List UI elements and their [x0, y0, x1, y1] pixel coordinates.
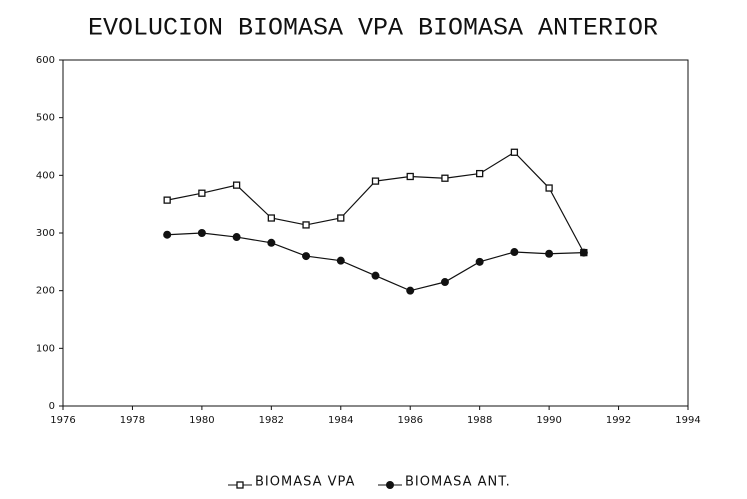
x-tick-label: 1994 [675, 415, 700, 426]
data-point [406, 286, 415, 295]
data-point [337, 214, 345, 222]
data-point [476, 169, 484, 178]
x-tick-label: 1982 [259, 415, 284, 426]
data-point [579, 248, 588, 257]
data-point [232, 181, 241, 189]
x-tick-label: 1984 [328, 415, 353, 426]
y-tick-label: 200 [36, 286, 55, 297]
data-point [302, 221, 310, 229]
y-tick-label: 500 [36, 113, 55, 124]
data-point [406, 172, 414, 181]
data-point [232, 233, 241, 242]
data-point [510, 248, 519, 257]
data-point [441, 174, 449, 182]
data-point [336, 256, 345, 265]
x-tick-label: 1988 [467, 415, 492, 426]
data-point [371, 177, 380, 185]
chart-title: EVOLUCION BIOMASA VPA BIOMASA ANTERIOR [88, 14, 658, 43]
y-tick-label: 400 [36, 170, 55, 181]
series-line [167, 232, 584, 292]
x-tick-label: 1978 [120, 415, 145, 426]
y-tick-label: 300 [36, 228, 55, 239]
series-line [167, 151, 585, 253]
data-point [302, 252, 311, 261]
data-point [198, 189, 206, 197]
x-tick-label: 1992 [606, 415, 631, 426]
data-point [545, 249, 554, 258]
y-tick-label: 600 [36, 55, 55, 66]
data-point [475, 257, 484, 266]
x-tick-label: 1980 [189, 415, 214, 426]
data-point [267, 214, 275, 222]
data-point [197, 229, 206, 237]
legend-marker [236, 481, 244, 489]
x-tick-label: 1986 [397, 415, 422, 426]
data-point [440, 278, 449, 287]
legend-marker [386, 481, 394, 489]
y-tick-label: 0 [49, 401, 55, 412]
x-tick-label: 1990 [536, 415, 561, 426]
y-tick-label: 100 [36, 343, 55, 354]
data-point [163, 230, 172, 239]
data-point [267, 238, 276, 247]
data-point [545, 184, 553, 192]
x-tick-label: 1976 [50, 415, 75, 426]
data-point [510, 148, 519, 156]
data-point [163, 196, 171, 204]
plot-frame [62, 59, 689, 407]
legend-label: BIOMASA ANT. [405, 475, 511, 490]
legend-label: BIOMASA VPA [255, 475, 355, 490]
data-point [371, 271, 380, 280]
